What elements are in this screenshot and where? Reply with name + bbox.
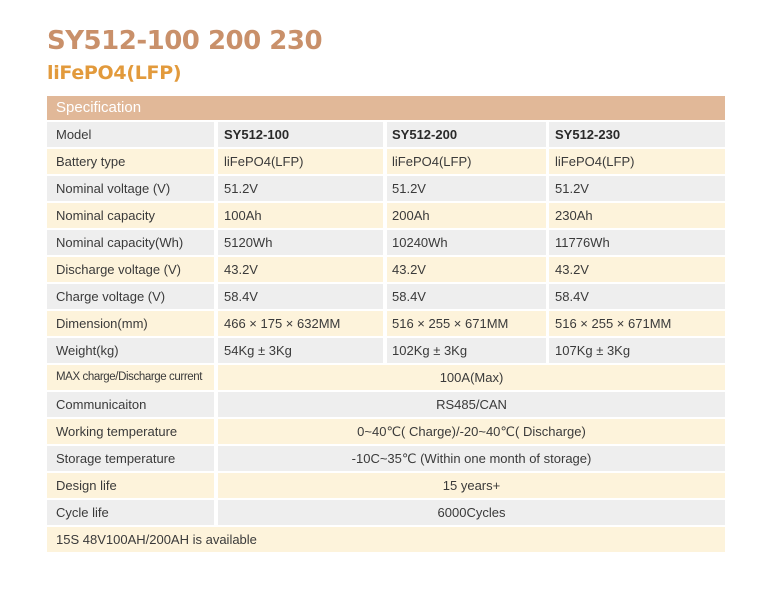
table-cell-spanning: 100A(Max) <box>218 365 725 390</box>
table-cell: 54Kg ± 3Kg <box>218 338 383 363</box>
table-row-dimension: Dimension(mm) 466 × 175 × 632MM 516 × 25… <box>47 311 725 338</box>
row-label: Storage temperature <box>47 446 214 471</box>
table-cell: 58.4V <box>387 284 546 309</box>
table-row-cycle-life: Cycle life 6000Cycles <box>47 500 725 527</box>
table-cell: 230Ah <box>549 203 725 228</box>
table-cell: 200Ah <box>387 203 546 228</box>
table-cell: liFePO4(LFP) <box>549 149 725 174</box>
product-title: SY512-100 200 230 <box>47 26 323 56</box>
table-cell: 11776Wh <box>549 230 725 255</box>
product-subtitle: liFePO4(LFP) <box>47 62 182 84</box>
table-row-discharge-voltage: Discharge voltage (V) 43.2V 43.2V 43.2V <box>47 257 725 284</box>
table-row-weight: Weight(kg) 54Kg ± 3Kg 102Kg ± 3Kg 107Kg … <box>47 338 725 365</box>
table-cell: 516 × 255 × 671MM <box>549 311 725 336</box>
row-label: Weight(kg) <box>47 338 214 363</box>
table-cell-spanning: -10C~35℃ (Within one month of storage) <box>218 446 725 471</box>
row-label: Discharge voltage (V) <box>47 257 214 282</box>
table-cell: 10240Wh <box>387 230 546 255</box>
table-cell: 51.2V <box>387 176 546 201</box>
table-cell: 43.2V <box>218 257 383 282</box>
row-label: Battery type <box>47 149 214 174</box>
table-row-design-life: Design life 15 years+ <box>47 473 725 500</box>
model-cell-3: SY512-230 <box>549 122 725 147</box>
table-row-communication: Communicaiton RS485/CAN <box>47 392 725 419</box>
table-cell: 43.2V <box>387 257 546 282</box>
table-row-working-temperature: Working temperature 0~40℃( Charge)/-20~4… <box>47 419 725 446</box>
row-label: MAX charge/Discharge current <box>47 365 214 390</box>
row-label: Design life <box>47 473 214 498</box>
table-row-footnote: 15S 48V100AH/200AH is available <box>47 527 725 554</box>
table-cell: 102Kg ± 3Kg <box>387 338 546 363</box>
table-row-nominal-capacity: Nominal capacity 100Ah 200Ah 230Ah <box>47 203 725 230</box>
table-cell: 51.2V <box>549 176 725 201</box>
row-label: Working temperature <box>47 419 214 444</box>
table-cell: liFePO4(LFP) <box>387 149 546 174</box>
table-cell: 466 × 175 × 632MM <box>218 311 383 336</box>
table-row-nominal-voltage: Nominal voltage (V) 51.2V 51.2V 51.2V <box>47 176 725 203</box>
table-cell: 51.2V <box>218 176 383 201</box>
row-label: Model <box>47 122 214 147</box>
row-label: Nominal capacity(Wh) <box>47 230 214 255</box>
footnote-text: 15S 48V100AH/200AH is available <box>47 527 725 552</box>
table-row-storage-temperature: Storage temperature -10C~35℃ (Within one… <box>47 446 725 473</box>
row-label: Charge voltage (V) <box>47 284 214 309</box>
table-cell: 100Ah <box>218 203 383 228</box>
row-label: Cycle life <box>47 500 214 525</box>
row-label: Communicaiton <box>47 392 214 417</box>
table-cell-spanning: 15 years+ <box>218 473 725 498</box>
table-row-charge-voltage: Charge voltage (V) 58.4V 58.4V 58.4V <box>47 284 725 311</box>
table-cell: 107Kg ± 3Kg <box>549 338 725 363</box>
table-row-battery-type: Battery type liFePO4(LFP) liFePO4(LFP) l… <box>47 149 725 176</box>
row-label: Nominal capacity <box>47 203 214 228</box>
model-cell-1: SY512-100 <box>218 122 383 147</box>
specification-header: Specification <box>47 96 725 120</box>
table-cell: 516 × 255 × 671MM <box>387 311 546 336</box>
model-cell-2: SY512-200 <box>387 122 546 147</box>
table-cell-spanning: 0~40℃( Charge)/-20~40℃( Discharge) <box>218 419 725 444</box>
row-label: Dimension(mm) <box>47 311 214 336</box>
table-cell: 58.4V <box>218 284 383 309</box>
table-cell-spanning: 6000Cycles <box>218 500 725 525</box>
table-row-model: Model SY512-100 SY512-200 SY512-230 <box>47 122 725 149</box>
spec-table: Model SY512-100 SY512-200 SY512-230 Batt… <box>47 122 725 554</box>
table-cell: 58.4V <box>549 284 725 309</box>
table-row-max-current: MAX charge/Discharge current 100A(Max) <box>47 365 725 392</box>
table-row-nominal-capacity-wh: Nominal capacity(Wh) 5120Wh 10240Wh 1177… <box>47 230 725 257</box>
row-label: Nominal voltage (V) <box>47 176 214 201</box>
table-cell: 43.2V <box>549 257 725 282</box>
table-cell: 5120Wh <box>218 230 383 255</box>
table-cell: liFePO4(LFP) <box>218 149 383 174</box>
table-cell-spanning: RS485/CAN <box>218 392 725 417</box>
